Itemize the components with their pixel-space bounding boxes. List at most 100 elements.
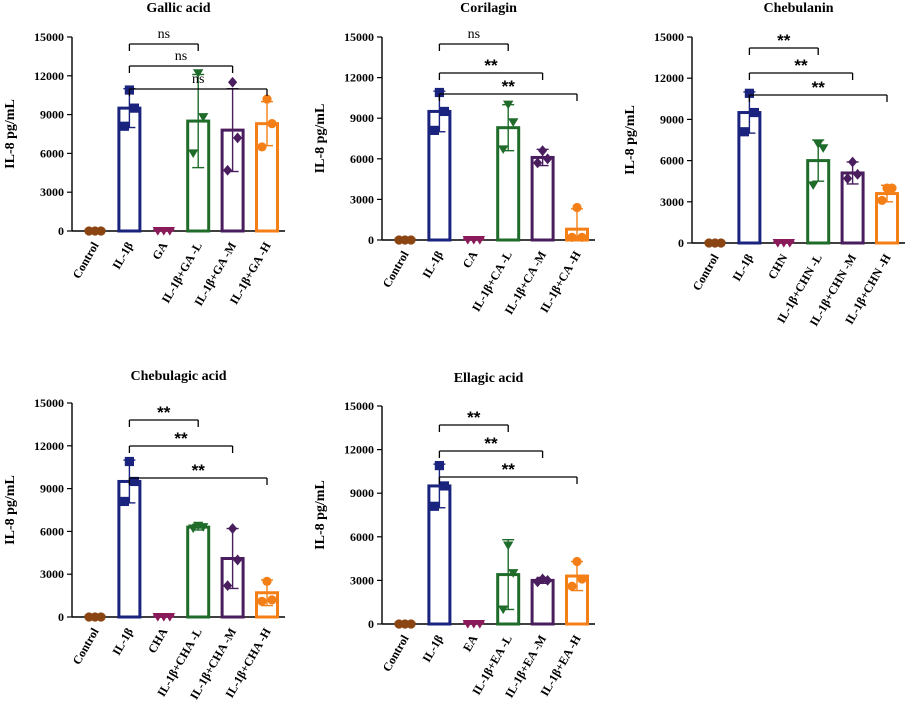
chart-title: Corilagin [460, 1, 517, 16]
sig-label: ** [794, 56, 808, 75]
data-point [124, 456, 134, 467]
x-tick-label: IL-1β [109, 240, 136, 272]
y-tick-label: 0 [368, 233, 374, 247]
y-tick-label: 15000 [344, 399, 374, 413]
data-point [538, 573, 548, 585]
data-point [843, 173, 853, 184]
data-point [538, 145, 548, 157]
y-tick-label: 3000 [40, 185, 64, 199]
chart-title: Ellagic acid [454, 371, 524, 386]
y-tick-label: 0 [58, 224, 64, 238]
data-point [439, 481, 449, 491]
data-point [533, 576, 543, 588]
sig-label: ** [812, 78, 826, 97]
y-tick-label: 9000 [350, 486, 374, 500]
chart-panel-2: Chebulanin IL-8 pg/mL 0 3000 6000 9000 12000 15… [623, 1, 905, 328]
data-point [434, 87, 444, 98]
sig-label: ns [175, 49, 187, 64]
data-point [119, 496, 129, 507]
data-point [193, 521, 204, 531]
data-point [96, 612, 106, 622]
data-point [257, 596, 267, 606]
data-point [223, 164, 233, 176]
data-point [498, 605, 509, 615]
y-tick-label: 9000 [40, 482, 64, 496]
y-tick-label: 15000 [34, 30, 64, 44]
y-tick-label: 12000 [344, 443, 374, 457]
y-axis-label: IL-8 pg/mL [313, 480, 328, 550]
data-point [533, 157, 543, 169]
y-tick-label: 9000 [350, 111, 374, 125]
x-tick-label: IL-1β [419, 249, 446, 281]
data-point [406, 619, 416, 629]
sig-label: ** [174, 429, 188, 448]
sig-label: ** [777, 31, 791, 50]
x-tick-label: GA [149, 239, 170, 262]
data-point [257, 142, 267, 152]
data-point [429, 501, 439, 511]
y-axis-label: IL-8 pg/mL [3, 99, 18, 169]
sig-label: ** [484, 56, 498, 75]
data-point [739, 127, 749, 137]
y-tick-label: 12000 [654, 71, 684, 85]
sig-label: ** [192, 461, 206, 480]
chart-panel-1: Corilagin IL-8 pg/mL 0 3000 6000 9000 12000 150… [313, 1, 595, 317]
bar [186, 525, 211, 619]
data-point [577, 232, 587, 242]
chart-title: Gallic acid [146, 1, 210, 16]
data-point [503, 541, 514, 551]
data-point [508, 569, 519, 578]
data-point [262, 576, 272, 586]
data-point [749, 107, 759, 118]
data-point [716, 238, 726, 248]
x-tick-label: CHN [765, 251, 791, 281]
data-point [474, 236, 485, 245]
data-point [129, 103, 139, 113]
y-tick-label: 3000 [350, 192, 374, 206]
data-point [267, 119, 277, 129]
sig-label: ns [192, 72, 204, 87]
y-tick-label: 15000 [344, 30, 374, 44]
data-point [262, 94, 272, 104]
data-point [572, 202, 582, 213]
data-point [474, 620, 485, 629]
data-point [567, 581, 577, 591]
data-point [434, 460, 444, 471]
x-tick-label: CHA [145, 625, 171, 655]
y-tick-label: 6000 [40, 524, 64, 538]
data-point [198, 113, 209, 122]
data-point [188, 524, 199, 534]
y-tick-label: 15000 [34, 396, 64, 410]
data-point [233, 554, 243, 566]
sig-label: ** [157, 403, 171, 422]
y-tick-label: 6000 [350, 530, 374, 544]
data-point [267, 595, 277, 605]
x-tick-label: IL-1β [419, 633, 446, 665]
data-point [543, 153, 553, 165]
chart-panel-0: Gallic acid IL-8 pg/mL 0 3000 6000 9000 12000 1… [3, 1, 285, 308]
data-point [818, 144, 829, 153]
y-tick-label: 6000 [660, 154, 684, 168]
chart-panel-3: Chebulagic acid IL-8 pg/mL 0 3000 6000 9000 12… [3, 369, 285, 702]
y-tick-label: 15000 [654, 30, 684, 44]
data-point [882, 183, 892, 193]
y-tick-label: 0 [58, 610, 64, 624]
y-tick-label: 12000 [34, 439, 64, 453]
y-tick-label: 6000 [40, 146, 64, 160]
data-point [848, 156, 858, 168]
y-axis-label: IL-8 pg/mL [623, 105, 638, 175]
sig-label: ** [484, 434, 498, 453]
data-point [808, 181, 819, 190]
sig-label: ** [502, 77, 516, 96]
data-point [813, 140, 824, 149]
x-tick-label: Control [380, 632, 412, 674]
y-tick-label: 9000 [660, 112, 684, 126]
x-tick-label: Control [690, 251, 722, 293]
x-tick-label: IL-1β [109, 626, 136, 658]
data-point [784, 239, 795, 248]
sig-label: ns [158, 27, 170, 42]
y-axis-label: IL-8 pg/mL [313, 104, 328, 174]
data-point [193, 69, 204, 78]
